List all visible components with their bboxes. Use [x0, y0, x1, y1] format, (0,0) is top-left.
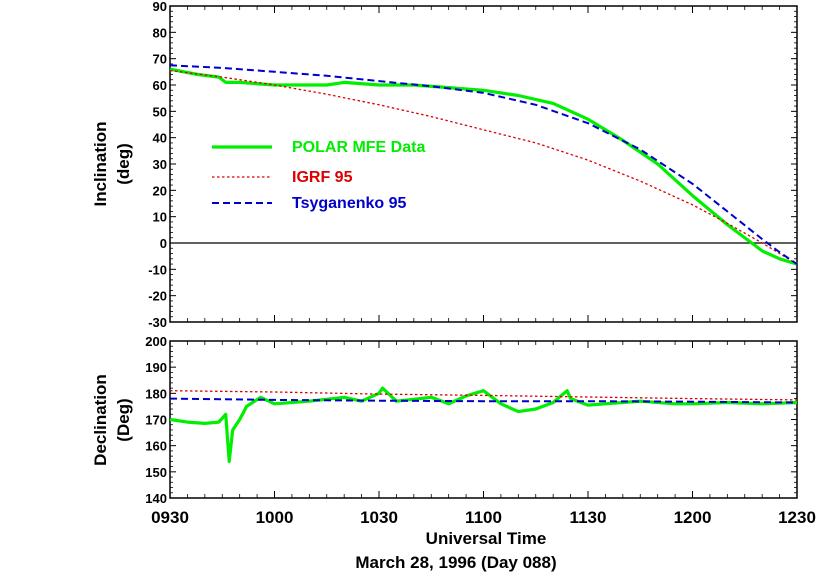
inclination-series [169, 64, 798, 266]
declination-y-ticks: 200 190 180 170 160 150 140 [145, 334, 797, 506]
inclination-ytick-label: -10 [148, 262, 167, 277]
legend-label-igrf-95: IGRF 95 [292, 169, 353, 186]
inclination-ytick-label: -20 [148, 289, 167, 304]
inclination-ytick-label: 30 [153, 157, 167, 172]
legend-label-polar-mfe-data: POLAR MFE Data [292, 139, 425, 156]
inclination-series-igrf-95 [169, 69, 798, 265]
inclination-ytick-label: 80 [153, 25, 167, 40]
inclination-ytick-label: 40 [153, 131, 167, 146]
inclination-ytick-label: 70 [153, 52, 167, 67]
inclination-ylabel-unit: (deg) [114, 143, 133, 185]
declination-ytick-label: 170 [145, 413, 167, 428]
declination-ytick-label: 200 [145, 334, 167, 349]
legend: POLAR MFE Data IGRF 95 Tsyganenko 95 [212, 139, 425, 212]
inclination-series-polar-mfe-data [169, 67, 798, 266]
x-tick-label: 1100 [465, 508, 502, 527]
legend-label-tsyganenko-95: Tsyganenko 95 [292, 195, 407, 212]
inclination-ytick-label: 60 [153, 78, 167, 93]
inclination-ytick-label: 10 [153, 210, 167, 225]
declination-ytick-label: 140 [145, 491, 167, 506]
x-tick-label: 1130 [570, 508, 607, 527]
x-axis-label: Universal Time [426, 529, 547, 548]
x-tick-label: 0930 [151, 508, 189, 527]
declination-series-polar-mfe-data [169, 386, 798, 463]
declination-ytick-label: 160 [145, 439, 167, 454]
x-tick-label: 1200 [674, 508, 712, 527]
inclination-panel: 90 80 70 60 50 40 30 20 10 0 -10 -20 -30 Inclination… [91, 0, 798, 330]
x-tick-label: 1230 [778, 508, 816, 527]
inclination-ytick-label: 20 [153, 183, 167, 198]
x-tick-label: 1030 [360, 508, 398, 527]
inclination-plot-frame [169, 5, 798, 323]
declination-ytick-label: 150 [145, 465, 167, 480]
declination-ytick-label: 180 [145, 386, 167, 401]
inclination-ytick-label: -30 [148, 315, 167, 330]
date-label: March 28, 1996 (Day 088) [355, 553, 556, 572]
inclination-ylabel: Inclination [91, 122, 110, 207]
inclination-ytick-label: 90 [153, 0, 167, 14]
declination-ytick-label: 190 [145, 360, 167, 375]
declination-ylabel-unit: (Deg) [114, 398, 133, 441]
declination-ylabel: Declination [91, 374, 110, 466]
declination-x-ticks: 0930 1000 1030 1100 1130 1200 1230 [151, 341, 816, 527]
inclination-x-ticks [169, 6, 798, 322]
inclination-y-ticks: 90 80 70 60 50 40 30 20 10 0 -10 -20 -30 [148, 0, 797, 330]
declination-series-tsyganenko-95 [169, 397, 798, 404]
declination-plot-frame [169, 340, 798, 499]
inclination-ytick-label: 50 [153, 104, 167, 119]
declination-panel: 200 190 180 170 160 150 140 0930 1000 1030 1100 11… [91, 334, 816, 572]
inclination-series-tsyganenko-95 [169, 64, 798, 265]
inclination-ytick-label: 0 [160, 236, 167, 251]
x-tick-label: 1000 [256, 508, 294, 527]
declination-series [169, 386, 798, 463]
